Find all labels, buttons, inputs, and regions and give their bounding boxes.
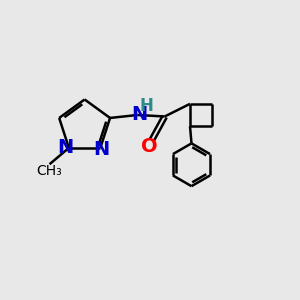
Text: N: N <box>94 140 110 159</box>
Text: CH₃: CH₃ <box>36 164 62 178</box>
Text: O: O <box>141 137 157 156</box>
Text: N: N <box>132 106 148 124</box>
Text: N: N <box>57 138 74 158</box>
Text: H: H <box>140 97 153 115</box>
